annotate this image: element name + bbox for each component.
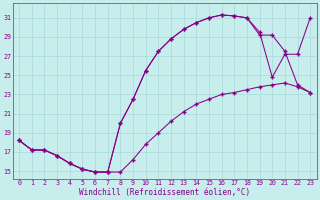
X-axis label: Windchill (Refroidissement éolien,°C): Windchill (Refroidissement éolien,°C) [79,188,250,197]
